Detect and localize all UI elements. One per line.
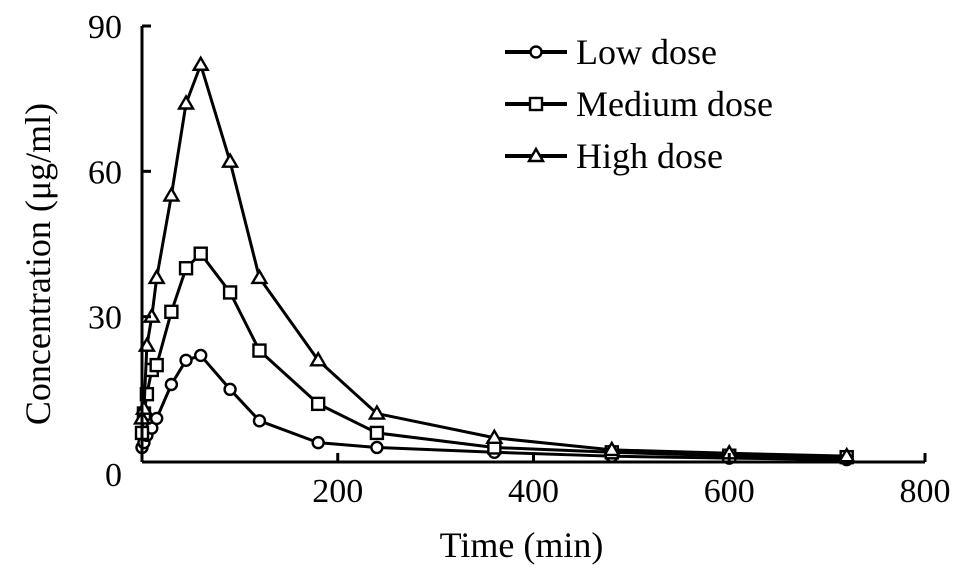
axes: 0 30 60 90 200 400 600 800 <box>88 9 951 510</box>
y-axis-title: Concentration (μg/ml) <box>18 103 58 425</box>
legend-marker-low-dose <box>529 45 543 59</box>
legend-label-high-dose: High dose <box>576 136 723 176</box>
data-point-low-dose <box>311 435 325 450</box>
x-tick-label: 400 <box>508 473 559 510</box>
legend-marker-high-dose <box>526 146 546 163</box>
data-point-medium-dose <box>178 261 194 276</box>
series-line-high-dose <box>140 63 847 458</box>
data-point-medium-dose <box>310 396 326 412</box>
data-point-high-dose <box>602 440 621 457</box>
data-point-high-dose <box>367 404 386 420</box>
data-point-high-dose <box>220 152 240 168</box>
data-point-high-dose <box>485 428 504 444</box>
y-tick-label: 60 <box>88 154 122 191</box>
data-point-low-dose <box>164 377 179 392</box>
legend-label-medium-dose: Medium dose <box>576 84 773 124</box>
data-point-low-dose <box>179 353 193 367</box>
data-point-high-dose <box>191 55 210 71</box>
data-point-medium-dose <box>193 246 208 261</box>
x-tick-label: 600 <box>704 473 755 510</box>
legend-marker-medium-dose <box>528 96 544 112</box>
data-point-high-dose <box>176 94 196 110</box>
x-tick-label: 200 <box>312 473 363 510</box>
legend-item-medium-dose: Medium dose <box>505 84 773 124</box>
y-tick-label: 30 <box>88 300 122 337</box>
data-point-low-dose <box>223 382 237 397</box>
y-tick-label: 0 <box>105 457 122 494</box>
data-point-high-dose <box>162 186 181 202</box>
legend: Low dose Medium dose High dose <box>505 32 773 176</box>
data-point-high-dose <box>134 399 154 415</box>
data-point-medium-dose <box>252 343 267 358</box>
data-point-high-dose <box>309 350 328 367</box>
data-point-low-dose <box>149 411 164 426</box>
series-line-medium-dose <box>140 252 847 459</box>
series-high-dose <box>132 55 856 463</box>
legend-item-low-dose: Low dose <box>505 32 717 72</box>
x-axis-title: Time (min) <box>440 525 604 565</box>
y-tick-label: 90 <box>88 9 122 46</box>
data-point-low-dose <box>370 440 384 455</box>
data-point-medium-dose <box>222 285 238 300</box>
data-point-medium-dose <box>369 425 385 441</box>
data-point-low-dose <box>194 348 208 363</box>
data-point-low-dose <box>252 414 267 428</box>
data-point-high-dose <box>250 268 269 285</box>
data-point-medium-dose <box>164 304 179 320</box>
legend-item-high-dose: High dose <box>505 136 723 176</box>
data-point-high-dose <box>147 268 166 285</box>
data-point-medium-dose <box>149 357 164 373</box>
legend-label-low-dose: Low dose <box>576 32 717 72</box>
x-tick-label: 800 <box>900 473 951 510</box>
plot-area <box>132 55 856 467</box>
